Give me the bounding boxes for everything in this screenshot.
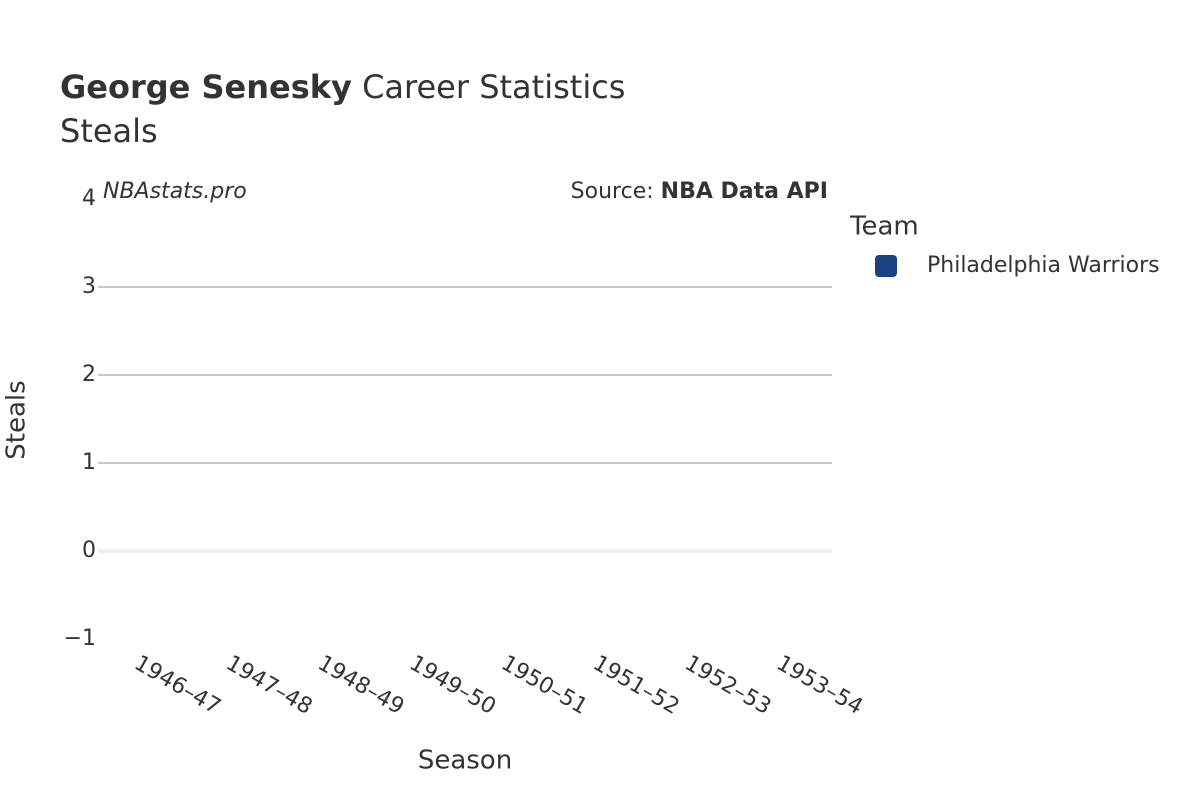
y-tick-label: 1 [82, 450, 96, 475]
source-label: Source: [571, 179, 654, 204]
subtitle: Steals [60, 112, 158, 150]
x-tick-label: 1951–52 [589, 651, 684, 720]
legend-label: Philadelphia Warriors [927, 253, 1160, 278]
watermark: NBAstats.pro [103, 179, 247, 204]
chart-title: George Senesky Career Statistics [60, 68, 625, 106]
x-tick-label: 1946–47 [130, 651, 225, 720]
y-axis-title: Steals [2, 380, 32, 459]
x-axis-title: Season [418, 746, 512, 776]
y-tick-label: 4 [82, 186, 96, 211]
legend-marker [875, 255, 897, 277]
x-tick-label: 1952–53 [680, 651, 775, 720]
source: Source: NBA Data API [571, 179, 828, 204]
y-tick-label: 3 [82, 274, 96, 299]
source-name: NBA Data API [661, 179, 828, 204]
x-tick-label: 1948–49 [313, 651, 408, 720]
title-text: Career Statistics [362, 68, 625, 106]
x-tick-label: 1950–51 [497, 651, 592, 720]
y-tick-label: −1 [64, 626, 96, 651]
x-tick-label: 1947–48 [222, 651, 317, 720]
x-tick-label: 1953–54 [772, 651, 867, 720]
y-tick-label: 0 [82, 538, 96, 563]
title-name: George Senesky [60, 68, 352, 106]
x-tick-label: 1949–50 [405, 651, 500, 720]
y-tick-label: 2 [82, 362, 96, 387]
legend-title: Team [849, 212, 919, 242]
